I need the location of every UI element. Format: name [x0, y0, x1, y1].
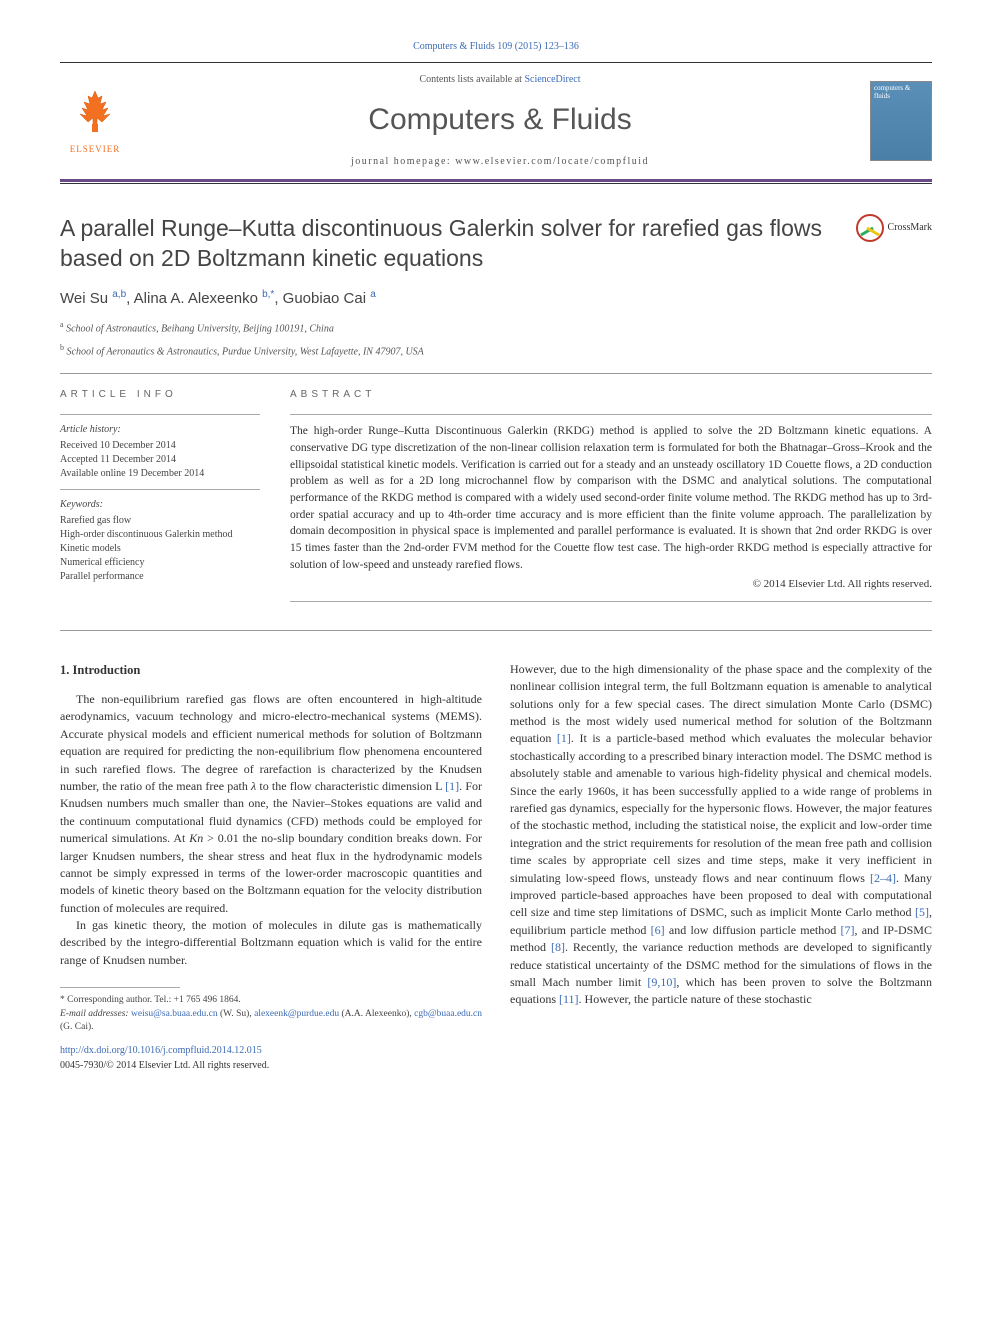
masthead-bottom-rule	[60, 179, 932, 184]
crossmark-icon	[856, 214, 884, 242]
article-history-label: Article history:	[60, 423, 260, 437]
title-row: A parallel Runge–Kutta discontinuous Gal…	[60, 214, 932, 274]
history-line: Available online 19 December 2014	[60, 467, 260, 481]
citation-ref[interactable]: [6]	[651, 923, 665, 937]
body-text-columns: 1. Introduction The non-equilibrium rare…	[60, 661, 932, 1073]
issn-copyright-line: 0045-7930/© 2014 Elsevier Ltd. All right…	[60, 1060, 269, 1071]
affiliation-line: b School of Aeronautics & Astronautics, …	[60, 342, 932, 359]
elsevier-tree-icon	[70, 86, 120, 136]
abstract-text: The high-order Runge–Kutta Discontinuous…	[290, 423, 932, 573]
citation-ref[interactable]: [1]	[445, 779, 459, 793]
keyword-line: Rarefied gas flow	[60, 514, 260, 528]
masthead-center: Contents lists available at ScienceDirec…	[130, 73, 870, 169]
elsevier-logo[interactable]: ELSEVIER	[60, 86, 130, 156]
citation-ref[interactable]: [9,10]	[647, 975, 676, 989]
abstract-column: ABSTRACT The high-order Runge–Kutta Disc…	[290, 388, 932, 609]
divider-1	[60, 373, 932, 374]
article-info-label: ARTICLE INFO	[60, 388, 260, 402]
page-root: Computers & Fluids 109 (2015) 123–136 EL…	[0, 0, 992, 1103]
keyword-line: Parallel performance	[60, 570, 260, 584]
citation-ref[interactable]: [1]	[557, 731, 571, 745]
author-email-link[interactable]: alexeenk@purdue.edu	[254, 1009, 339, 1019]
masthead-top-rule	[60, 62, 932, 63]
abstract-divider-bottom	[290, 601, 932, 602]
info-abstract-row: ARTICLE INFO Article history: Received 1…	[60, 388, 932, 609]
article-info-column: ARTICLE INFO Article history: Received 1…	[60, 388, 260, 609]
homepage-prefix: journal homepage:	[351, 156, 455, 167]
body-paragraph: However, due to the high dimensionality …	[510, 661, 932, 1009]
corresponding-author-note: * Corresponding author. Tel.: +1 765 496…	[60, 994, 482, 1007]
history-line: Received 10 December 2014	[60, 439, 260, 453]
keywords-label: Keywords:	[60, 498, 260, 512]
article-title: A parallel Runge–Kutta discontinuous Gal…	[60, 214, 856, 274]
contents-available-line: Contents lists available at ScienceDirec…	[130, 73, 870, 87]
email-addresses-line: E-mail addresses: weisu@sa.buaa.edu.cn (…	[60, 1008, 482, 1035]
authors-line: Wei Su a,b, Alina A. Alexeenko b,*, Guob…	[60, 288, 932, 309]
doi-link[interactable]: http://dx.doi.org/10.1016/j.compfluid.20…	[60, 1045, 262, 1056]
history-line: Accepted 11 December 2014	[60, 453, 260, 467]
citation-ref[interactable]: [5]	[915, 905, 929, 919]
doi-footer: http://dx.doi.org/10.1016/j.compfluid.20…	[60, 1044, 482, 1073]
info-divider-1	[60, 414, 260, 415]
abstract-copyright: © 2014 Elsevier Ltd. All rights reserved…	[290, 577, 932, 592]
keyword-line: Numerical efficiency	[60, 556, 260, 570]
masthead: ELSEVIER Contents lists available at Sci…	[60, 65, 932, 177]
journal-homepage-line: journal homepage: www.elsevier.com/locat…	[130, 155, 870, 169]
footnote-separator	[60, 987, 180, 988]
divider-2	[60, 630, 932, 631]
citation-ref[interactable]: [8]	[551, 940, 565, 954]
citation-ref[interactable]: [2–4]	[870, 871, 896, 885]
journal-cover-thumbnail[interactable]: computers & fluids	[870, 81, 932, 161]
abstract-label: ABSTRACT	[290, 388, 932, 402]
footnotes-block: * Corresponding author. Tel.: +1 765 496…	[60, 994, 482, 1034]
body-paragraph: In gas kinetic theory, the motion of mol…	[60, 917, 482, 969]
author-email-link[interactable]: cgb@buaa.edu.cn	[414, 1009, 482, 1019]
cover-title: computers & fluids	[874, 85, 928, 100]
citation-ref[interactable]: [7]	[841, 923, 855, 937]
homepage-url[interactable]: www.elsevier.com/locate/compfluid	[455, 156, 649, 167]
affiliations-block: a School of Astronautics, Beihang Univer…	[60, 319, 932, 360]
sciencedirect-link[interactable]: ScienceDirect	[524, 74, 580, 85]
elsevier-wordmark: ELSEVIER	[60, 143, 130, 156]
keyword-line: High-order discontinuous Galerkin method	[60, 528, 260, 542]
section-heading-introduction: 1. Introduction	[60, 661, 482, 679]
citation-ref[interactable]: [11]	[559, 992, 579, 1006]
abstract-divider-top	[290, 414, 932, 415]
crossmark-widget[interactable]: CrossMark	[856, 214, 932, 242]
journal-name: Computers & Fluids	[130, 99, 870, 141]
crossmark-label: CrossMark	[888, 221, 932, 235]
citation-header: Computers & Fluids 109 (2015) 123–136	[60, 40, 932, 54]
keyword-line: Kinetic models	[60, 542, 260, 556]
body-paragraph: The non-equilibrium rarefied gas flows a…	[60, 691, 482, 917]
author-email-link[interactable]: weisu@sa.buaa.edu.cn	[131, 1009, 218, 1019]
affiliation-line: a School of Astronautics, Beihang Univer…	[60, 319, 932, 336]
info-divider-2	[60, 489, 260, 490]
contents-prefix: Contents lists available at	[419, 74, 524, 85]
